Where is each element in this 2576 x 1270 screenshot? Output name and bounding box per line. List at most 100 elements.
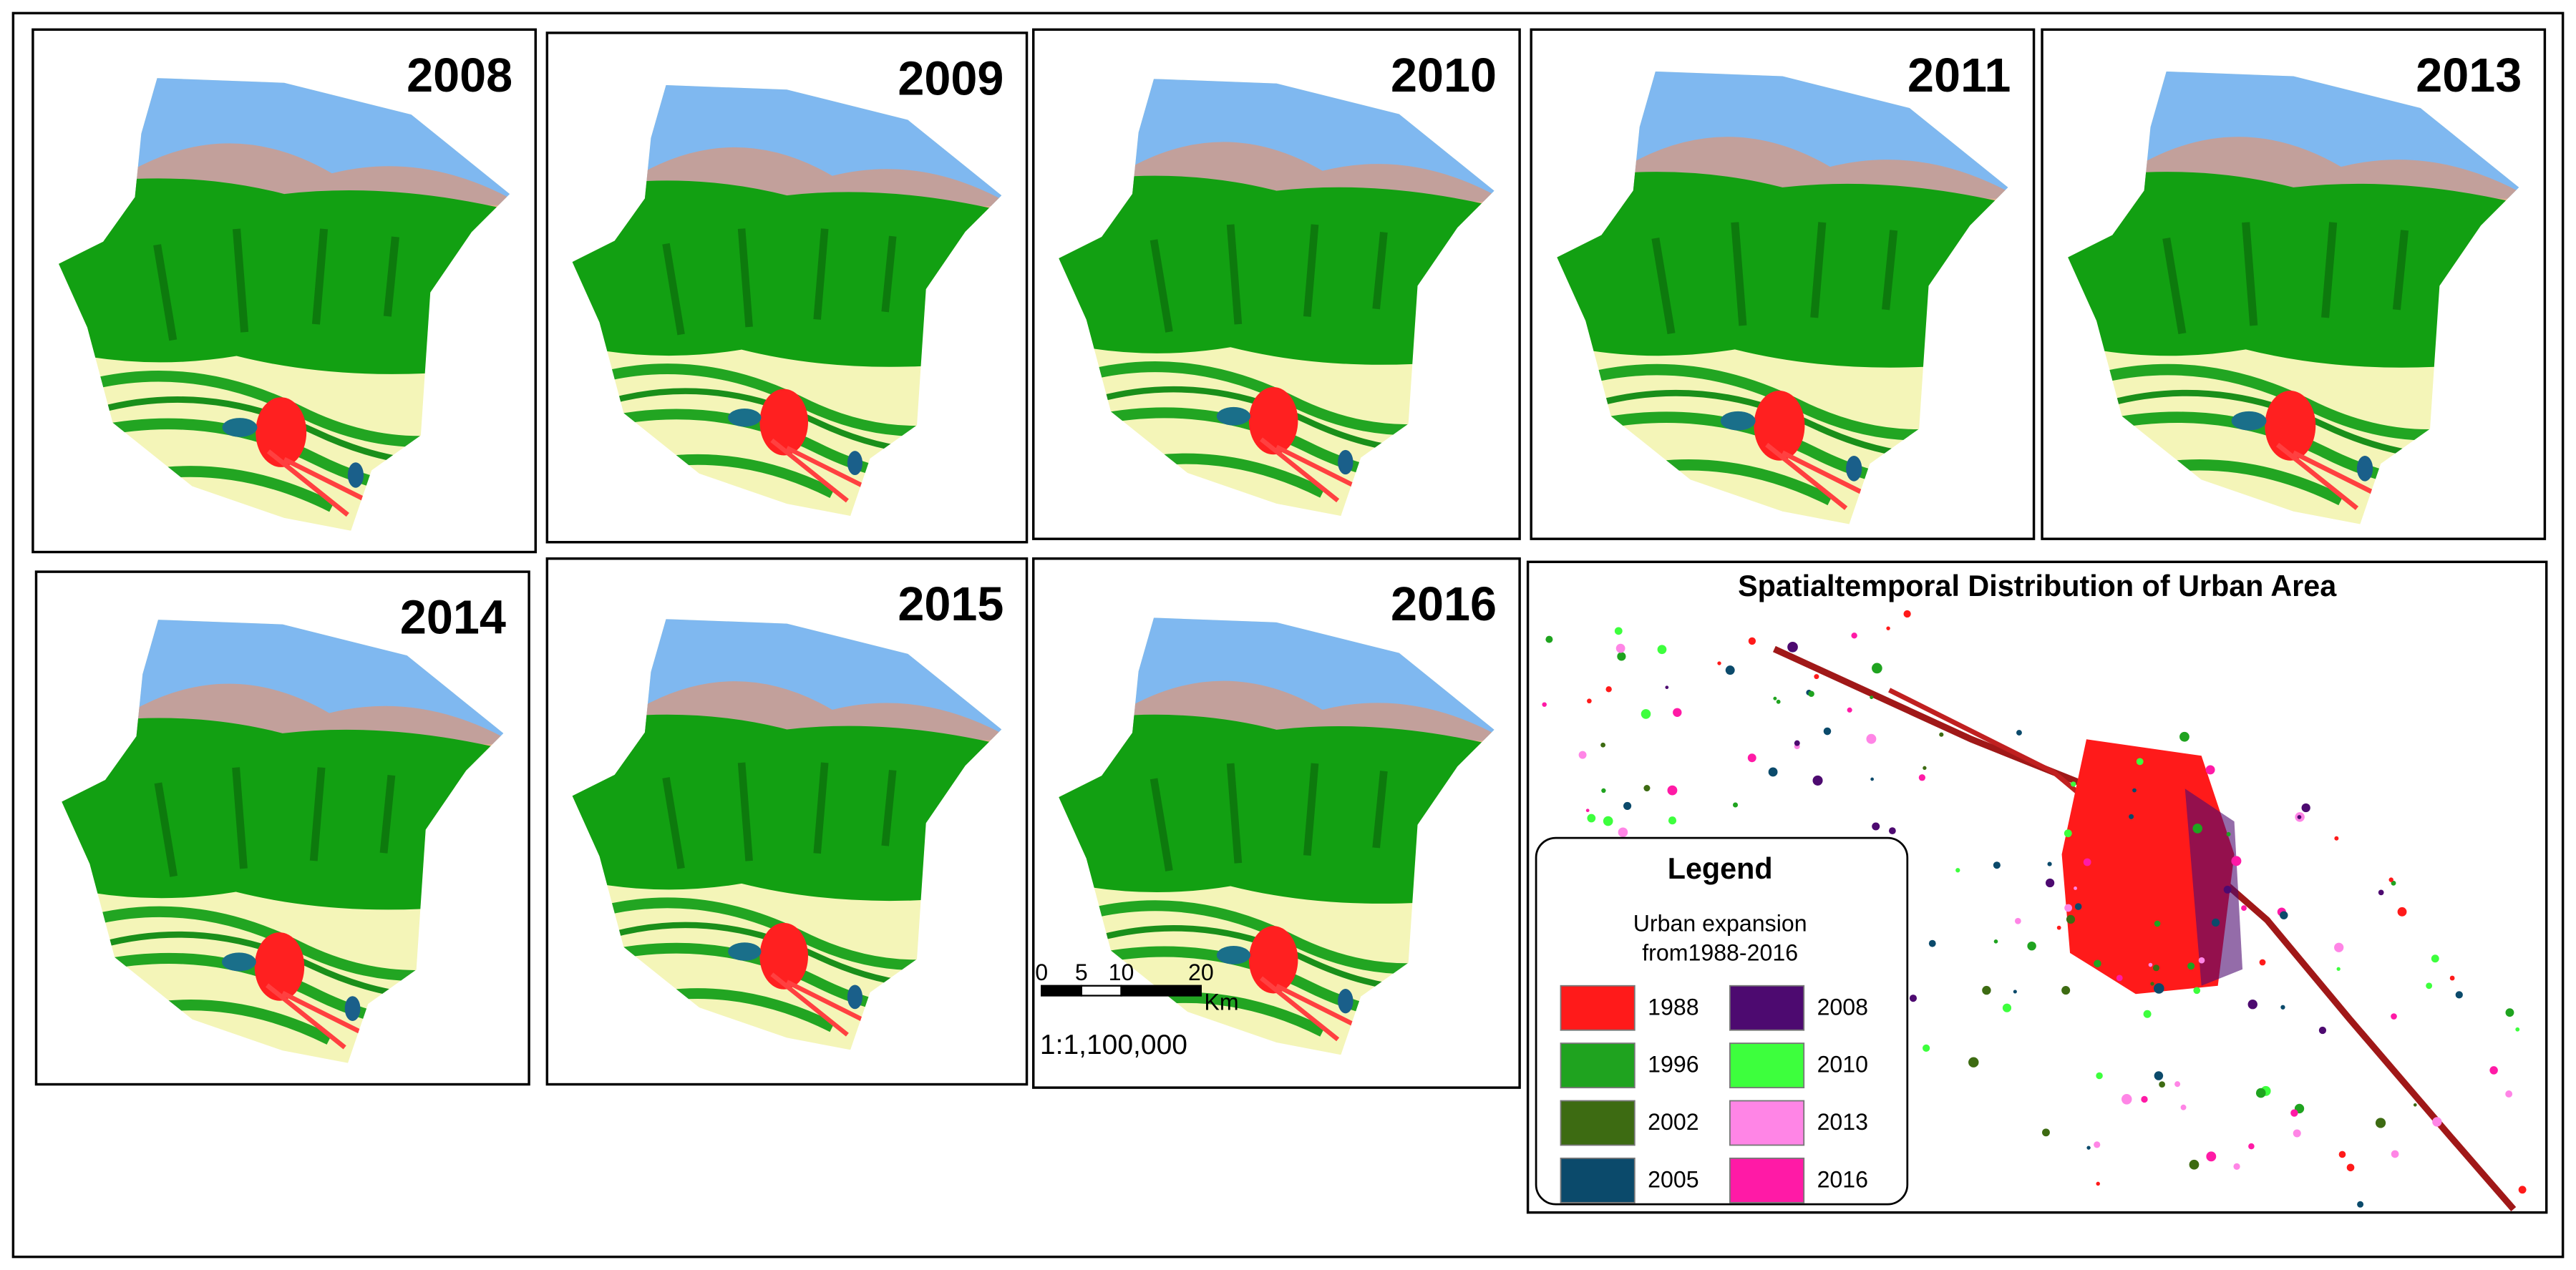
urban-patch: [2198, 957, 2205, 964]
map-panel: 2016: [1032, 557, 1521, 1089]
urban-patch: [2094, 1141, 2101, 1148]
urban-patch: [1847, 707, 1852, 713]
urban-patch: [2226, 831, 2231, 836]
urban-patch: [1748, 637, 1756, 645]
urban-patch: [2002, 1003, 2012, 1012]
urban-patch: [2432, 1117, 2442, 1127]
scale-tick-label: 10: [1109, 959, 1134, 985]
map-panel: 2015: [545, 557, 1029, 1086]
urban-patch: [2096, 1072, 2103, 1080]
urban-patch: [2154, 1071, 2164, 1080]
urban-patch: [1993, 939, 1998, 944]
urban-patch: [2159, 1081, 2165, 1088]
urban-patch: [2143, 1010, 2152, 1018]
urban-patch: [2334, 942, 2344, 952]
legend-label: 2002: [1648, 1109, 1698, 1135]
urban-patch: [1600, 742, 1606, 748]
map-panel: 2011: [1530, 28, 2036, 540]
urban-patch: [2205, 765, 2215, 775]
urban-patch: [1870, 777, 1875, 781]
urban-patch: [1812, 775, 1823, 786]
year-label: 2008: [407, 49, 512, 102]
urban-patch: [1982, 985, 1991, 995]
urban-patch: [2223, 885, 2232, 894]
urban-patch: [1923, 1044, 1930, 1052]
urban-patch: [1617, 652, 1626, 661]
urban-patch: [1886, 626, 1890, 630]
urban-patch: [1866, 733, 1877, 744]
figure-frame: [11, 11, 2565, 1259]
urban-patch: [2391, 880, 2396, 886]
urban-patch: [2179, 731, 2189, 742]
urban-patch: [2121, 1094, 2132, 1105]
urban-patch: [2056, 925, 2061, 930]
scale-tick-label: 5: [1075, 959, 1088, 985]
urban-patch: [1641, 709, 1651, 719]
map-panel: 2013: [2041, 28, 2547, 540]
scale-bar: 0 5 10 20 Km 1:1,100,000: [1035, 959, 1238, 1060]
urban-patch: [2136, 758, 2144, 766]
urban-patch: [2064, 829, 2072, 838]
urban-patch: [2154, 983, 2164, 994]
urban-patch: [1603, 816, 1613, 826]
legend-label: 2008: [1817, 994, 1868, 1020]
legend-label: 2005: [1648, 1166, 1698, 1192]
urban-patch: [1794, 740, 1800, 746]
urban-patch: [2397, 907, 2407, 917]
urban-patch: [2280, 911, 2288, 919]
legend-swatch: [1560, 1042, 1635, 1089]
urban-patch: [2150, 982, 2154, 986]
year-label: 2014: [400, 592, 506, 645]
urban-patch: [2391, 1150, 2399, 1158]
map-panel: 2010: [1032, 28, 1521, 540]
urban-patch: [2290, 1109, 2298, 1117]
urban-patch: [1665, 685, 1669, 690]
urban-patch: [1776, 699, 1781, 704]
urban-patch: [1545, 635, 1553, 643]
year-label: 2013: [2416, 49, 2522, 102]
urban-patch: [2505, 1090, 2513, 1098]
urban-patch: [1614, 627, 1623, 635]
urban-patch: [1928, 939, 1936, 947]
urban-patch: [2132, 788, 2137, 793]
urban-patch: [2515, 1027, 2520, 1032]
urban-patch: [2152, 964, 2160, 972]
urban-patch: [1870, 695, 1874, 700]
urban-patch: [2293, 1129, 2301, 1138]
urban-patch: [1733, 802, 1739, 808]
urban-patch: [2014, 917, 2021, 924]
urban-patch: [2096, 1181, 2100, 1186]
urban-patch: [1918, 774, 1926, 781]
legend-subtitle: Urban expansion: [1633, 910, 1807, 936]
urban-patch: [2334, 836, 2339, 841]
urban-patch: [1747, 753, 1756, 763]
urban-patch: [1587, 698, 1592, 704]
urban-patch: [1939, 732, 1944, 737]
legend-label: 2016: [1817, 1166, 1868, 1192]
urban-patch: [2247, 1000, 2257, 1010]
year-label: 2016: [1391, 578, 1497, 631]
urban-patch: [1768, 767, 1778, 777]
urban-patch: [1903, 610, 1911, 618]
legend-label: 2013: [1817, 1109, 1868, 1135]
urban-patch: [2027, 941, 2036, 951]
urban-patch: [2064, 904, 2072, 912]
urban-patch: [1585, 809, 1590, 813]
urban-patch: [2413, 1103, 2417, 1107]
urban-patch: [1814, 674, 1819, 680]
urban-patch: [2086, 1146, 2091, 1150]
urban-patch: [2431, 954, 2439, 963]
urban-patch: [1725, 665, 1735, 675]
urban-patch: [1773, 696, 1777, 700]
urban-patch: [2378, 889, 2384, 896]
map-panel: 2009: [545, 31, 1029, 544]
urban-patch: [2047, 861, 2052, 866]
scale-segment: [1080, 985, 1122, 997]
urban-patch: [2391, 1013, 2397, 1020]
urban-patch: [1668, 816, 1677, 825]
urban-patch: [1578, 751, 1587, 759]
urban-patch: [2255, 1088, 2266, 1098]
legend-label: 2010: [1817, 1052, 1868, 1078]
urban-patch: [2336, 967, 2341, 971]
